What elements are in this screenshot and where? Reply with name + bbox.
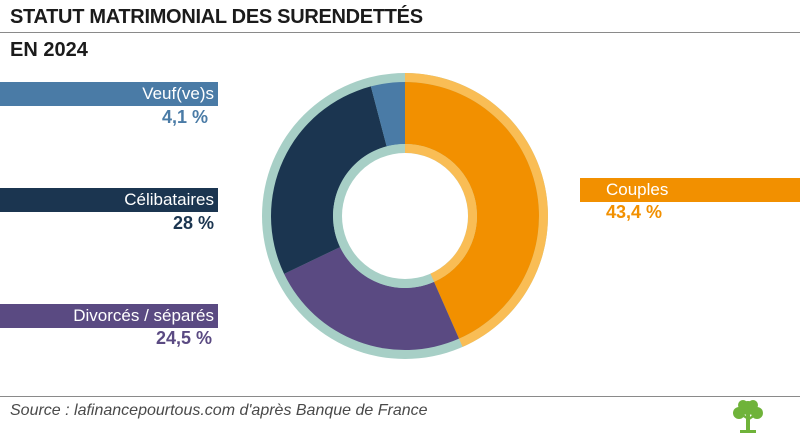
slice-couples bbox=[405, 82, 539, 339]
chart-title: STATUT MATRIMONIAL DES SURENDETTÉS bbox=[10, 6, 423, 28]
tree-logo-icon bbox=[733, 400, 763, 433]
slice-label-couples: Couples bbox=[606, 180, 669, 199]
slice-celibataires bbox=[271, 86, 387, 274]
slice-label-celibataires: Célibataires bbox=[124, 190, 214, 209]
slice-veufs bbox=[370, 82, 405, 147]
label-bar-veufs: Veuf(ve)s bbox=[0, 82, 218, 106]
slice-value-divorces: 24,5 % bbox=[155, 328, 212, 348]
slice-label-divorces: Divorcés / séparés bbox=[73, 306, 214, 325]
chart-subtitle: EN 2024 bbox=[10, 39, 88, 61]
slice-value-couples: 43,4 % bbox=[606, 202, 663, 222]
slice-divorces bbox=[284, 247, 459, 350]
label-bar-celibataires: Célibataires bbox=[0, 188, 218, 212]
slice-inner-ring-couples bbox=[405, 144, 478, 282]
footer-divider bbox=[0, 396, 800, 397]
slice-label-veufs: Veuf(ve)s bbox=[142, 84, 214, 103]
slice-value-celibataires: 28 % bbox=[172, 213, 214, 233]
source-note: Source : lafinancepourtous.com d'après B… bbox=[10, 402, 428, 419]
title-divider bbox=[0, 32, 800, 33]
label-bar-couples: Couples bbox=[580, 178, 800, 202]
label-bar-divorces: Divorcés / séparés bbox=[0, 304, 218, 328]
slice-value-veufs: 4,1 % bbox=[161, 107, 208, 127]
donut-hole bbox=[342, 153, 468, 279]
